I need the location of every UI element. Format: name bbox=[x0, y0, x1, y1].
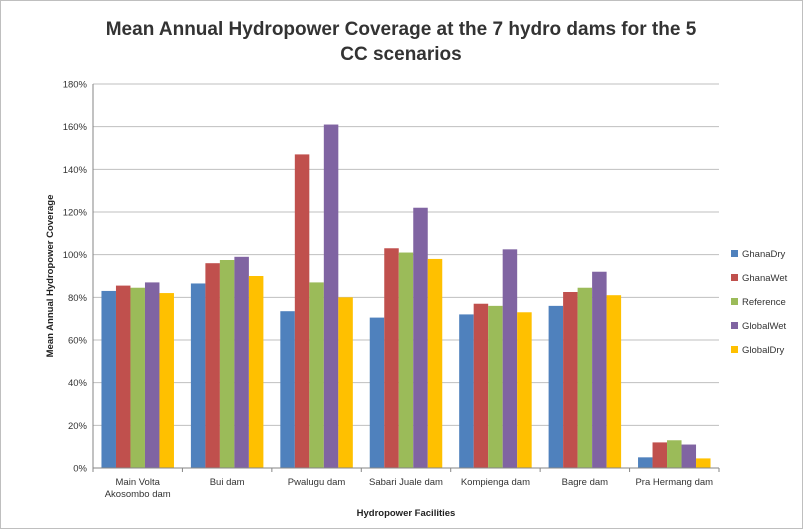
bar bbox=[577, 287, 593, 468]
y-tick-label: 180% bbox=[63, 80, 88, 91]
x-tick-label: Kompienga dam bbox=[461, 477, 530, 488]
bar bbox=[517, 312, 532, 468]
bar bbox=[398, 252, 414, 468]
bar bbox=[205, 263, 220, 468]
y-tick-label: 100% bbox=[63, 250, 88, 261]
bar bbox=[309, 282, 324, 468]
y-tick-label: 40% bbox=[68, 378, 88, 389]
bar bbox=[488, 305, 503, 468]
bar bbox=[548, 305, 564, 468]
bar bbox=[459, 314, 474, 468]
bar bbox=[115, 285, 131, 468]
bar bbox=[323, 124, 339, 469]
chart-title: Mean Annual Hydropower Coverage at the 7… bbox=[105, 19, 697, 65]
bar bbox=[101, 290, 116, 468]
axes: 0% 20% 40% 60% 80% 100% 120% 140% 160% 180% Main V… bbox=[45, 80, 720, 519]
bar bbox=[592, 271, 607, 468]
bar bbox=[667, 440, 682, 468]
bar bbox=[130, 287, 145, 468]
bar bbox=[681, 444, 697, 468]
bar bbox=[427, 258, 443, 468]
legend-swatch bbox=[731, 322, 738, 329]
bar bbox=[413, 207, 428, 468]
legend-label: GlobalWet bbox=[742, 321, 787, 332]
bars bbox=[101, 124, 711, 469]
y-tick-label: 80% bbox=[68, 293, 88, 304]
x-tick-label: Pra Hermang dam bbox=[635, 477, 713, 488]
bar bbox=[473, 303, 489, 468]
y-tick-label: 120% bbox=[63, 208, 88, 219]
y-tick-label: 160% bbox=[63, 122, 88, 133]
y-tick-label: 20% bbox=[68, 421, 88, 432]
bar bbox=[144, 282, 160, 468]
y-tick-label: 0% bbox=[73, 464, 87, 475]
bar bbox=[638, 457, 653, 468]
bar bbox=[338, 297, 353, 468]
x-tick-label: Sabari Juale dam bbox=[369, 477, 443, 488]
bar bbox=[219, 260, 235, 468]
bar bbox=[384, 248, 399, 468]
legend-label: GhanaWet bbox=[742, 273, 788, 284]
x-tick-label: Bagre dam bbox=[562, 477, 609, 488]
bar bbox=[696, 458, 711, 468]
x-tick-label: Akosombo dam bbox=[105, 489, 171, 500]
bar bbox=[369, 317, 385, 468]
bar bbox=[280, 311, 295, 468]
legend-swatch bbox=[731, 274, 738, 281]
y-tick-label: 140% bbox=[63, 165, 88, 176]
legend-swatch bbox=[731, 250, 738, 257]
bar bbox=[606, 295, 622, 468]
bar bbox=[234, 256, 249, 468]
bar bbox=[190, 283, 206, 468]
bar bbox=[563, 292, 578, 468]
legend-label: GlobalDry bbox=[742, 345, 784, 356]
bar bbox=[294, 154, 310, 468]
x-tick-label: Main Volta bbox=[116, 477, 161, 488]
bar bbox=[652, 442, 668, 468]
y-tick-label: 60% bbox=[68, 336, 88, 347]
x-axis-title: Hydropower Facilities bbox=[357, 508, 456, 519]
legend-swatch bbox=[731, 346, 738, 353]
bar bbox=[502, 249, 518, 468]
legend: GhanaDry GhanaWet Reference GlobalWet Global… bbox=[731, 249, 788, 356]
bar bbox=[248, 276, 264, 468]
legend-label: Reference bbox=[742, 297, 786, 308]
x-tick-label: Pwalugu dam bbox=[288, 477, 346, 488]
legend-swatch bbox=[731, 298, 738, 305]
x-tick-label: Bui dam bbox=[210, 477, 245, 488]
y-axis-title: Mean Annual Hydropower Coverage bbox=[45, 195, 56, 358]
bar bbox=[159, 293, 174, 468]
legend-label: GhanaDry bbox=[742, 249, 786, 260]
